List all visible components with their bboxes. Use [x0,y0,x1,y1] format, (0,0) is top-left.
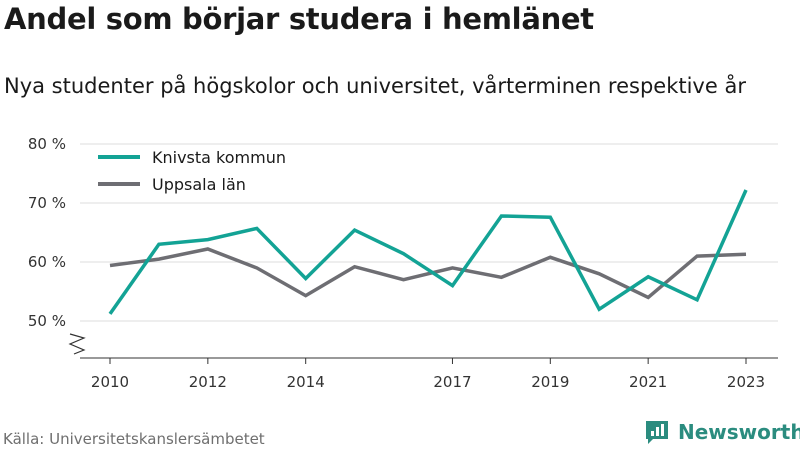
x-tick-label: 2021 [629,373,667,391]
source-note: Källa: Universitetskanslersämbetet [3,430,265,448]
brand-name: Newsworthy [678,420,800,444]
x-axis-tick-labels: 2010 2012 2014 2017 2019 2021 2023 [91,358,765,391]
series-lines [108,189,748,315]
y-axis-tick-labels: 50 % 60 % 70 % 80 % [28,135,66,330]
series-line-knivsta-kommun [108,189,748,315]
x-tick-label: 2019 [531,373,569,391]
x-tick-label: 2023 [727,373,765,391]
legend: Knivsta kommun Uppsala län [98,148,286,194]
brand-logo: Newsworthy [644,419,800,445]
legend-label: Uppsala län [152,175,246,194]
x-tick-label: 2017 [433,373,471,391]
chart-subtitle: Nya studenter på högskolor och universit… [4,74,746,98]
chart-title: Andel som börjar studera i hemlänet [4,2,594,36]
legend-label: Knivsta kommun [152,148,286,167]
newsworthy-logo-icon [646,421,668,444]
x-axis [68,333,778,359]
y-tick-label: 80 % [28,135,66,153]
x-tick-label: 2012 [189,373,227,391]
series-line-uppsala-län [109,247,747,300]
line-chart: 50 % 60 % 70 % 80 % 2010 2012 2014 2017 2019 202… [28,135,778,391]
y-tick-label: 50 % [28,312,66,330]
y-tick-label: 70 % [28,194,66,212]
axis-break-icon [68,333,86,355]
x-tick-label: 2014 [287,373,325,391]
x-tick-label: 2010 [91,373,129,391]
gridlines [80,143,778,322]
y-tick-label: 60 % [28,253,66,271]
